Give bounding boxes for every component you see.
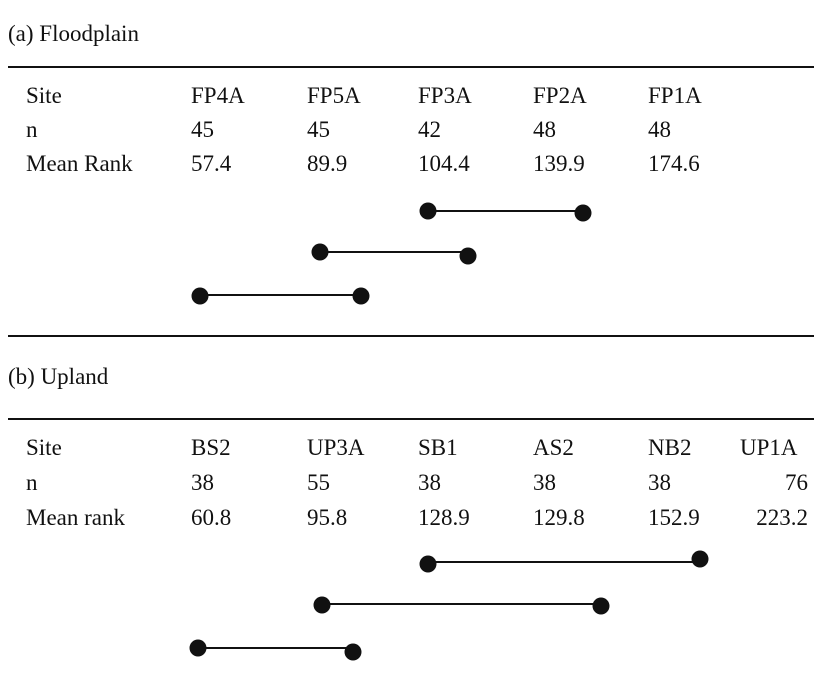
row-label-mean-rank: Mean rank [26, 505, 125, 530]
mean-rank-value: 152.9 [648, 505, 700, 530]
grouping-dot [189, 639, 207, 657]
upland-heading: (b) Upland [8, 364, 109, 389]
n-value: 45 [191, 117, 214, 142]
site-header: AS2 [533, 435, 574, 460]
grouping-dot [311, 243, 329, 261]
n-value: 38 [533, 470, 556, 495]
site-header: UP1A [740, 435, 798, 460]
mean-rank-value: 129.8 [533, 505, 585, 530]
mean-rank-value: 223.2 [756, 505, 808, 530]
row-label-site: Site [26, 83, 62, 108]
grouping-line [320, 251, 468, 253]
n-value: 48 [533, 117, 556, 142]
mean-rank-value: 139.9 [533, 151, 585, 176]
grouping-line [428, 210, 583, 212]
row-label-mean-rank: Mean Rank [26, 151, 133, 176]
grouping-line [428, 561, 700, 563]
grouping-dot [419, 202, 437, 220]
n-value: 55 [307, 470, 330, 495]
site-header: FP1A [648, 83, 702, 108]
grouping-line [198, 647, 353, 649]
grouping-dot [191, 287, 209, 305]
n-value: 45 [307, 117, 330, 142]
mean-rank-value: 60.8 [191, 505, 232, 530]
mean-rank-value: 104.4 [418, 151, 470, 176]
floodplain-top-rule [8, 66, 814, 68]
upland-top-rule [8, 418, 814, 420]
site-header: FP5A [307, 83, 361, 108]
site-header: UP3A [307, 435, 365, 460]
grouping-dot [352, 287, 370, 305]
site-header: FP2A [533, 83, 587, 108]
site-header: FP4A [191, 83, 245, 108]
site-header: NB2 [648, 435, 692, 460]
grouping-dot [459, 247, 477, 265]
site-header: FP3A [418, 83, 472, 108]
n-value: 42 [418, 117, 441, 142]
n-value: 76 [785, 470, 808, 495]
grouping-dot [592, 597, 610, 615]
grouping-line [200, 294, 361, 296]
n-value: 38 [191, 470, 214, 495]
mean-rank-value: 95.8 [307, 505, 348, 530]
grouping-dot [344, 643, 362, 661]
grouping-dot [691, 550, 709, 568]
mean-rank-value: 128.9 [418, 505, 470, 530]
mean-rank-value: 89.9 [307, 151, 348, 176]
row-label-n: n [26, 470, 38, 495]
floodplain-heading: (a) Floodplain [8, 21, 139, 46]
mean-rank-value: 57.4 [191, 151, 232, 176]
site-header: BS2 [191, 435, 231, 460]
n-value: 48 [648, 117, 671, 142]
section-divider-rule [8, 335, 814, 337]
grouping-dot [419, 555, 437, 573]
n-value: 38 [418, 470, 441, 495]
n-value: 38 [648, 470, 671, 495]
grouping-line [322, 603, 601, 605]
mean-rank-value: 174.6 [648, 151, 700, 176]
row-label-site: Site [26, 435, 62, 460]
row-label-n: n [26, 117, 38, 142]
site-header: SB1 [418, 435, 458, 460]
grouping-dot [574, 204, 592, 222]
grouping-dot [313, 596, 331, 614]
